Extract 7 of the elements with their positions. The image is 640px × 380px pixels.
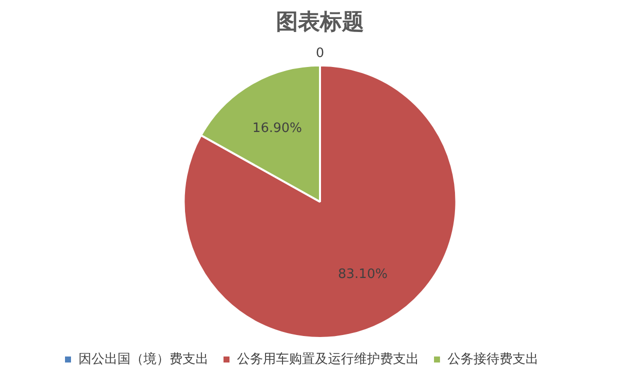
- data-label: 83.10%: [338, 266, 388, 282]
- legend-label: 公务用车购置及运行维护费支出: [237, 352, 419, 367]
- text: 0: [316, 46, 324, 61]
- legend-label: 因公出国（境）费支出: [78, 350, 208, 367]
- chart-title: 图表标题: [276, 10, 364, 35]
- data-label: 16.90%: [252, 121, 302, 136]
- legend-label: 公务接待费支出: [448, 352, 538, 367]
